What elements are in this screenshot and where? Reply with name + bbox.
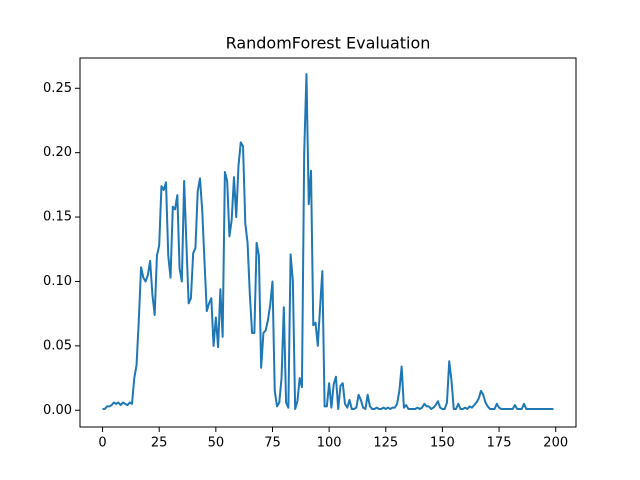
x-tick-label: 125 xyxy=(373,436,398,451)
chart-title: RandomForest Evaluation xyxy=(226,34,431,53)
y-tick-label: 0.05 xyxy=(43,338,72,353)
x-tick-label: 0 xyxy=(98,436,106,451)
x-tick-label: 150 xyxy=(430,436,455,451)
y-tick-label: 0.10 xyxy=(43,274,72,289)
y-tick-label: 0.25 xyxy=(43,81,72,96)
data-line xyxy=(102,73,554,410)
x-tick-label: 50 xyxy=(208,436,225,451)
x-tick-label: 100 xyxy=(317,436,342,451)
y-tick-label: 0.15 xyxy=(43,210,72,225)
x-tick-label: 200 xyxy=(543,436,568,451)
x-tick-label: 75 xyxy=(264,436,281,451)
x-tick-label: 25 xyxy=(151,436,168,451)
x-tick-label: 175 xyxy=(487,436,512,451)
y-tick-label: 0.00 xyxy=(43,403,72,418)
plot-frame xyxy=(79,57,577,428)
y-tick-label: 0.20 xyxy=(43,145,72,160)
